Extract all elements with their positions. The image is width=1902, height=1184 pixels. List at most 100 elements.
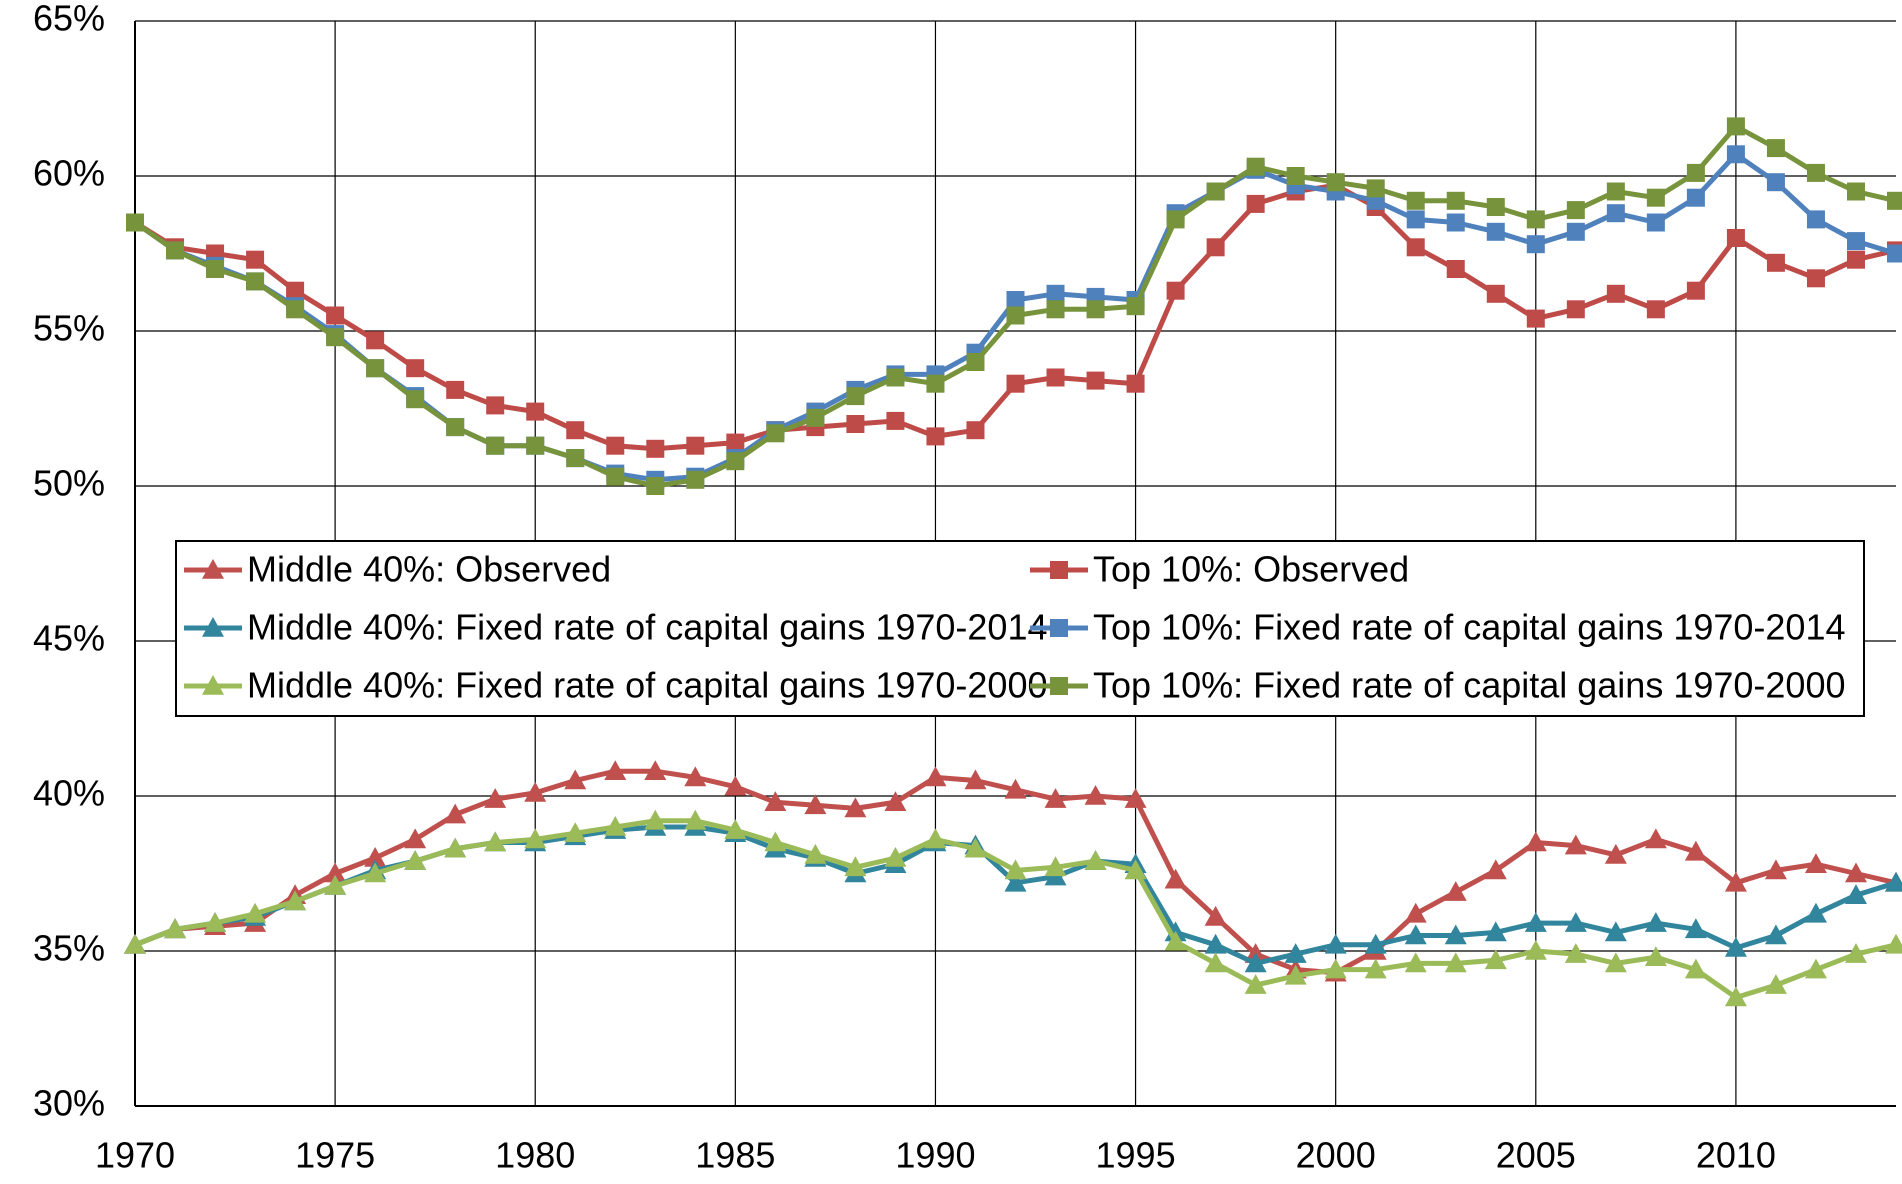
marker bbox=[1006, 374, 1025, 393]
marker bbox=[1050, 619, 1068, 637]
marker bbox=[404, 850, 427, 870]
marker bbox=[1606, 204, 1625, 223]
marker bbox=[1724, 986, 1747, 1007]
marker bbox=[1524, 940, 1547, 960]
marker bbox=[1086, 300, 1105, 319]
marker bbox=[524, 828, 547, 849]
marker bbox=[1724, 871, 1747, 892]
marker bbox=[1406, 238, 1425, 257]
marker bbox=[1484, 949, 1507, 970]
marker bbox=[1644, 946, 1667, 966]
marker bbox=[846, 387, 865, 406]
marker bbox=[1564, 912, 1587, 932]
marker bbox=[326, 328, 345, 347]
marker bbox=[364, 847, 387, 867]
marker bbox=[844, 797, 867, 818]
marker bbox=[326, 306, 345, 325]
marker bbox=[1885, 871, 1902, 892]
marker bbox=[724, 819, 747, 839]
marker bbox=[246, 272, 265, 291]
marker bbox=[686, 470, 705, 489]
marker bbox=[526, 436, 545, 455]
marker bbox=[566, 449, 585, 468]
marker bbox=[1206, 238, 1225, 257]
marker bbox=[1644, 828, 1667, 849]
marker bbox=[1126, 297, 1145, 316]
marker bbox=[1406, 210, 1425, 229]
y-tick-label: 45% bbox=[33, 618, 105, 659]
marker bbox=[1446, 191, 1465, 210]
marker bbox=[486, 396, 505, 415]
marker bbox=[966, 353, 985, 371]
x-tick-label: 2000 bbox=[1296, 1135, 1376, 1176]
marker bbox=[202, 675, 224, 695]
marker bbox=[884, 791, 907, 811]
marker bbox=[804, 843, 827, 864]
marker bbox=[1885, 933, 1902, 954]
marker bbox=[1006, 306, 1025, 325]
marker bbox=[1006, 291, 1025, 309]
marker bbox=[964, 769, 987, 790]
marker bbox=[646, 439, 665, 458]
x-tick-label: 2010 bbox=[1696, 1135, 1776, 1176]
x-tick-label: 1995 bbox=[1096, 1135, 1176, 1176]
marker bbox=[764, 791, 787, 811]
marker bbox=[1166, 210, 1185, 229]
marker bbox=[1126, 374, 1145, 393]
marker bbox=[1086, 371, 1105, 390]
marker bbox=[484, 788, 507, 808]
legend-label: Top 10%: Observed bbox=[1093, 549, 1409, 590]
marker bbox=[1684, 918, 1707, 939]
marker bbox=[1764, 974, 1787, 994]
marker bbox=[1566, 300, 1585, 319]
marker bbox=[1484, 859, 1507, 880]
marker bbox=[1806, 210, 1825, 229]
marker bbox=[1204, 952, 1227, 973]
marker bbox=[1326, 173, 1345, 192]
marker bbox=[1446, 213, 1465, 232]
marker bbox=[1404, 902, 1427, 923]
marker bbox=[446, 418, 465, 437]
marker bbox=[1246, 157, 1265, 176]
y-tick-label: 55% bbox=[33, 308, 105, 349]
marker bbox=[1764, 859, 1787, 880]
marker bbox=[606, 436, 625, 455]
marker bbox=[364, 862, 387, 883]
marker bbox=[1604, 921, 1627, 942]
marker bbox=[924, 766, 947, 787]
legend-label: Top 10%: Fixed rate of capital gains 197… bbox=[1093, 607, 1845, 648]
marker bbox=[644, 760, 667, 780]
marker bbox=[1526, 309, 1545, 328]
y-tick-label: 60% bbox=[33, 153, 105, 194]
marker bbox=[1806, 163, 1825, 182]
marker bbox=[1806, 269, 1825, 288]
marker bbox=[1084, 850, 1107, 870]
marker bbox=[1204, 905, 1227, 926]
marker bbox=[806, 408, 825, 427]
marker bbox=[1846, 250, 1865, 269]
marker bbox=[1044, 856, 1067, 877]
marker bbox=[1887, 191, 1902, 210]
marker bbox=[926, 374, 945, 393]
marker bbox=[1284, 943, 1307, 963]
marker bbox=[1804, 902, 1827, 923]
marker bbox=[1524, 831, 1547, 852]
marker bbox=[884, 847, 907, 867]
marker bbox=[1846, 182, 1865, 201]
marker bbox=[406, 390, 425, 409]
marker bbox=[446, 380, 465, 399]
x-tick-label: 1980 bbox=[495, 1135, 575, 1176]
marker bbox=[1004, 778, 1027, 799]
marker bbox=[606, 467, 625, 486]
marker bbox=[1846, 232, 1865, 251]
marker bbox=[1766, 253, 1785, 272]
marker bbox=[1804, 853, 1827, 873]
marker bbox=[202, 617, 224, 637]
marker bbox=[1444, 881, 1467, 901]
marker bbox=[1686, 163, 1705, 182]
marker bbox=[1566, 201, 1585, 220]
marker bbox=[1644, 912, 1667, 932]
legend-label: Top 10%: Fixed rate of capital gains 197… bbox=[1093, 665, 1845, 706]
marker bbox=[1566, 222, 1585, 241]
